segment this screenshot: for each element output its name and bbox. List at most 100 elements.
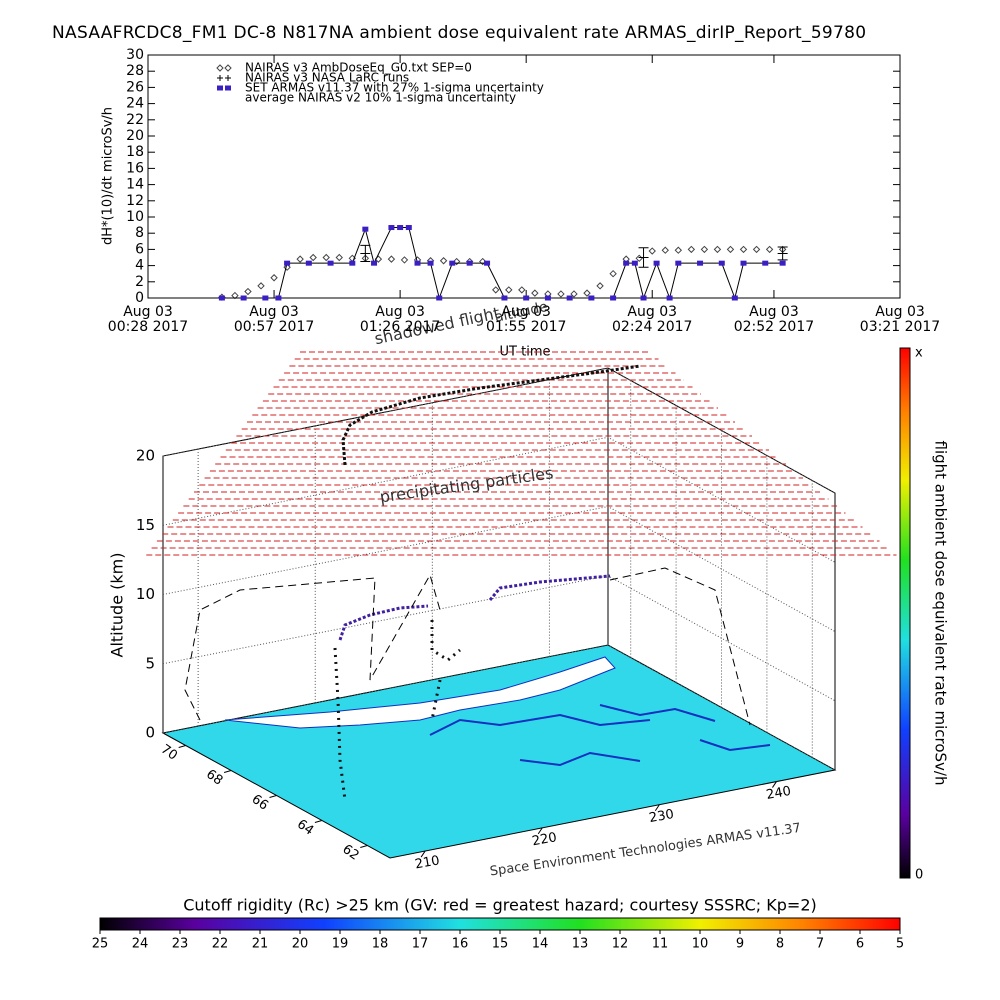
y-tick-label: 0 [135, 290, 144, 306]
map-floor [161, 644, 837, 859]
lat-tick [178, 745, 186, 748]
legend-marker [225, 75, 231, 81]
error-bar [360, 244, 371, 263]
lat-tick-label: 62 [339, 842, 361, 864]
point [631, 260, 638, 266]
y-tick-label: 2 [135, 274, 144, 290]
point [588, 295, 595, 301]
y-tick-label: 10 [126, 209, 144, 225]
x-tick-label: Aug 03 02:24 2017 [612, 305, 693, 335]
point [583, 289, 591, 297]
z-tick-label: 0 [145, 724, 155, 742]
x-tick-label: Aug 03 00:28 2017 [107, 305, 189, 335]
x-tick-label: Aug 03 02:52 2017 [733, 305, 815, 335]
lat-tick-label: 70 [158, 742, 180, 764]
y-tick-label: 12 [126, 193, 144, 209]
point [726, 245, 735, 254]
point [640, 295, 647, 301]
x-tick-label-box: Aug 03 03:21 2017 [860, 305, 940, 335]
point [284, 260, 291, 266]
point [348, 254, 357, 263]
rc-colorbar [99, 917, 901, 931]
point [687, 245, 696, 254]
error-bar [777, 246, 788, 261]
y-tick-label: 4 [135, 258, 144, 274]
legend-label: NAIRAS v3 NASA LaRC runs [245, 71, 409, 85]
point [427, 260, 434, 266]
point [362, 226, 369, 232]
colorbar-tick-label: 18 [372, 937, 389, 952]
colorbar-tick-label: 8 [776, 937, 784, 952]
colorbar-tick-label: 21 [252, 937, 269, 952]
colorbar-tick-label: 7 [816, 937, 824, 952]
colorbar-tick-label: 16 [452, 937, 469, 952]
coastlines [429, 704, 771, 767]
point [275, 295, 282, 301]
point [405, 225, 412, 231]
point [322, 253, 330, 262]
point [400, 256, 409, 264]
point [505, 286, 513, 294]
y-tick-label: 30 [126, 47, 144, 63]
colorbar-tick-label: 13 [572, 937, 589, 952]
lat-tick-label: 66 [249, 792, 271, 814]
lat-tick-label: 68 [203, 767, 225, 789]
lat-tick [314, 820, 323, 823]
chart-title: NASAAFRCDC8_FM1 DC-8 N817NA ambient dose… [52, 23, 866, 43]
x-tick-label: Aug 03 01:55 2017 [485, 305, 567, 335]
point [492, 286, 500, 294]
point [596, 282, 604, 290]
dose-colorbar-label: flight ambient dose equivalent rate micr… [932, 441, 950, 786]
x-tick-label-box: Aug 03 00:57 2017 [234, 305, 314, 335]
annotation: precipitating particles [379, 463, 555, 506]
legend-marker [225, 85, 231, 91]
lon-tick-label: 220 [531, 830, 558, 849]
lon-tick [420, 850, 426, 858]
legend-marker [216, 64, 224, 72]
point [523, 295, 530, 301]
point [309, 253, 317, 262]
point [762, 260, 769, 266]
point [740, 260, 747, 266]
point [518, 286, 526, 294]
point [466, 260, 473, 266]
dose-colorbar-top-label: x [915, 346, 923, 361]
point [700, 245, 709, 254]
point [218, 295, 225, 301]
legend-marker [217, 85, 223, 91]
lat-tick [269, 795, 277, 798]
point [270, 274, 278, 282]
legend-label: average NAIRAS v2 10% 1-sigma uncertaint… [245, 91, 516, 105]
point [327, 260, 334, 266]
y-tick-label: 24 [126, 96, 144, 112]
y-tick-label: 20 [126, 128, 144, 144]
z-axis-label: Altitude (km) [108, 553, 127, 658]
grid-line [162, 505, 836, 632]
point [765, 245, 774, 254]
grid-line [162, 644, 836, 771]
colorbar-tick-label: 11 [652, 937, 669, 952]
point [610, 295, 617, 301]
point [244, 287, 252, 296]
x-tick-label-box: Aug 03 01:55 2017 [485, 305, 567, 335]
grid-line [162, 436, 836, 563]
colorbar-tick-label: 14 [532, 937, 549, 952]
point [609, 269, 617, 278]
y-tick-label: 28 [126, 63, 144, 79]
legend-marker [224, 64, 232, 72]
colorbar-tick-label: 15 [492, 937, 509, 952]
z-tick-label: 20 [136, 447, 155, 465]
point [675, 260, 682, 266]
x-tick-label-box: Aug 03 02:52 2017 [733, 305, 815, 335]
y-tick-label: 6 [135, 241, 144, 257]
point [449, 260, 456, 266]
point [666, 295, 673, 301]
grid-line [162, 367, 836, 494]
point [501, 295, 508, 301]
point [240, 295, 247, 301]
point [371, 260, 378, 266]
point [296, 255, 304, 263]
colorbar-tick-label: 5 [896, 937, 904, 952]
point [731, 295, 738, 301]
